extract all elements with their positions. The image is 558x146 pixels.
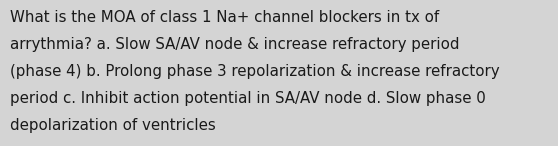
Text: (phase 4) b. Prolong phase 3 repolarization & increase refractory: (phase 4) b. Prolong phase 3 repolarizat…	[10, 64, 499, 79]
Text: period c. Inhibit action potential in SA/AV node d. Slow phase 0: period c. Inhibit action potential in SA…	[10, 91, 486, 106]
Text: arrythmia? a. Slow SA/AV node & increase refractory period: arrythmia? a. Slow SA/AV node & increase…	[10, 37, 460, 52]
Text: What is the MOA of class 1 Na+ channel blockers in tx of: What is the MOA of class 1 Na+ channel b…	[10, 10, 439, 25]
Text: depolarization of ventricles: depolarization of ventricles	[10, 118, 216, 133]
